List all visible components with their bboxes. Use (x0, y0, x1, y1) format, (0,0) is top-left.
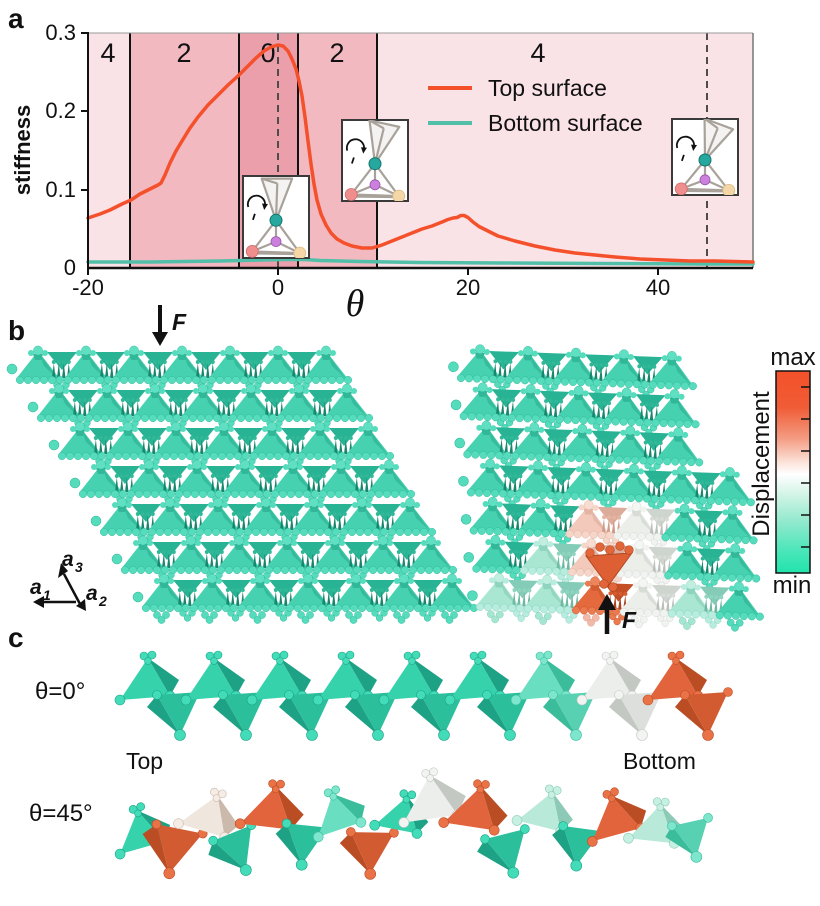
svg-text:Displacement: Displacement (748, 391, 775, 537)
svg-text:θ: θ (346, 283, 365, 325)
svg-text:0.3: 0.3 (45, 20, 76, 45)
svg-text:θ=45°: θ=45° (29, 800, 93, 827)
svg-text:Top surface: Top surface (488, 75, 607, 101)
svg-text:Top: Top (126, 748, 163, 774)
svg-text:2: 2 (98, 593, 107, 609)
svg-text:a: a (62, 548, 74, 571)
svg-text:3: 3 (75, 559, 83, 575)
svg-text:max: max (770, 344, 815, 371)
svg-text:0.1: 0.1 (45, 177, 76, 202)
svg-text:0: 0 (272, 275, 284, 300)
svg-text:F: F (172, 309, 187, 335)
svg-text:4: 4 (100, 38, 115, 68)
svg-text:Bottom: Bottom (623, 748, 696, 774)
svg-text:a: a (30, 576, 42, 599)
svg-text:0.2: 0.2 (45, 98, 76, 123)
svg-text:2: 2 (329, 38, 344, 68)
svg-text:0: 0 (64, 255, 76, 280)
svg-text:a: a (8, 3, 24, 34)
svg-text:stiffness: stiffness (10, 105, 35, 195)
svg-text:F: F (622, 607, 637, 633)
svg-text:c: c (8, 622, 24, 653)
svg-text:1: 1 (43, 587, 51, 603)
svg-text:4: 4 (530, 38, 545, 68)
svg-text:Bottom surface: Bottom surface (488, 110, 643, 136)
svg-text:20: 20 (456, 275, 480, 300)
svg-text:-20: -20 (72, 275, 104, 300)
svg-text:2: 2 (176, 38, 191, 68)
svg-text:a: a (86, 582, 98, 605)
svg-text:b: b (8, 315, 25, 346)
svg-text:min: min (773, 572, 812, 599)
svg-text:θ=0°: θ=0° (35, 678, 85, 705)
svg-text:40: 40 (646, 275, 670, 300)
